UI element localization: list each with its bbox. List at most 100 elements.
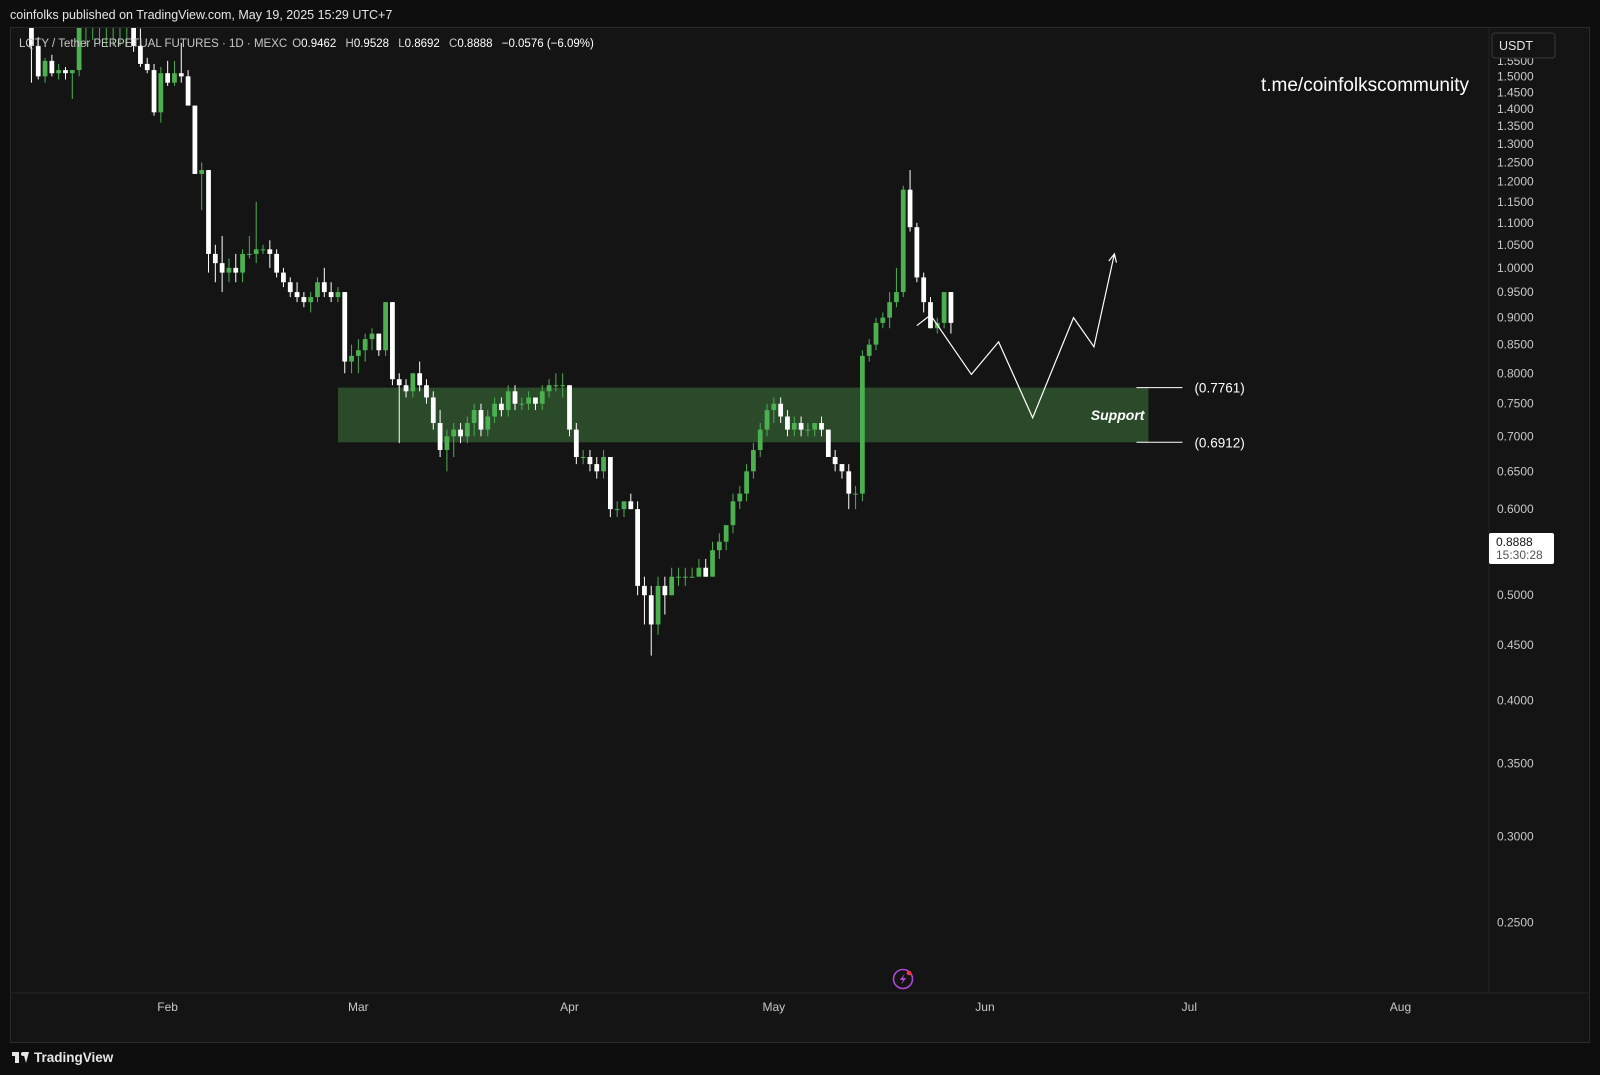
candle-body bbox=[751, 450, 756, 472]
candle bbox=[335, 287, 341, 303]
candle bbox=[165, 60, 171, 86]
chart-area[interactable]: Support(0.7761)(0.6912) 1.60001.55001.50… bbox=[10, 27, 1590, 1043]
candle bbox=[819, 416, 824, 437]
projection-arrowhead bbox=[1108, 252, 1118, 263]
candle bbox=[621, 501, 627, 518]
candle bbox=[642, 576, 647, 625]
candle-body bbox=[430, 397, 436, 424]
candle bbox=[471, 403, 477, 437]
candle bbox=[757, 423, 763, 458]
lightning-icon[interactable] bbox=[892, 968, 914, 990]
candle-body bbox=[553, 385, 559, 387]
candle bbox=[853, 486, 858, 510]
support-top-value: (0.7761) bbox=[1194, 381, 1244, 396]
support-label: Support bbox=[1091, 407, 1146, 423]
price-badge: 0.8888 15:30:28 bbox=[1489, 533, 1554, 564]
y-tick-label: 0.3500 bbox=[1497, 757, 1534, 771]
candle-body bbox=[655, 585, 661, 625]
candle bbox=[505, 385, 511, 417]
candle bbox=[383, 302, 388, 356]
candle-body bbox=[764, 410, 770, 430]
candle-body bbox=[546, 385, 552, 392]
candle-body bbox=[526, 397, 532, 404]
y-tick-label: 1.1000 bbox=[1497, 216, 1534, 230]
y-tick-label: 1.1500 bbox=[1497, 195, 1534, 209]
candle bbox=[29, 28, 34, 83]
time-axis[interactable]: Feb Mar Apr May Jun Jul Aug bbox=[157, 1000, 1411, 1014]
candle-body bbox=[812, 423, 818, 430]
candlestick-chart[interactable]: Support(0.7761)(0.6912) 1.60001.55001.50… bbox=[11, 28, 1589, 1042]
candle bbox=[172, 60, 177, 86]
candle-body bbox=[253, 249, 259, 254]
candle-body bbox=[669, 576, 675, 596]
candle-body bbox=[505, 391, 511, 411]
candle bbox=[131, 28, 136, 52]
y-tick-label: 0.4000 bbox=[1497, 694, 1534, 708]
candle bbox=[614, 501, 620, 518]
x-tick-label: Jun bbox=[975, 1000, 994, 1014]
watermark-link: t.me/coinfolkscommunity bbox=[1261, 75, 1470, 96]
candle bbox=[42, 57, 48, 83]
candle bbox=[281, 267, 286, 288]
x-tick-label: May bbox=[763, 1000, 786, 1014]
candle-body bbox=[601, 457, 606, 472]
candle-body bbox=[308, 297, 314, 303]
candle-body bbox=[56, 70, 62, 74]
candle-body bbox=[63, 70, 68, 74]
candle bbox=[206, 170, 211, 273]
candle bbox=[648, 585, 654, 656]
y-tick-label: 0.5000 bbox=[1497, 588, 1534, 602]
candle-body bbox=[219, 263, 225, 273]
candle bbox=[546, 379, 552, 398]
candle-body bbox=[492, 403, 497, 417]
candle bbox=[99, 28, 101, 46]
candle-body bbox=[396, 379, 402, 386]
candle bbox=[294, 282, 300, 303]
candle-body bbox=[587, 457, 593, 465]
candle bbox=[321, 267, 327, 298]
price-axis[interactable]: 1.60001.55001.50001.45001.40001.35001.30… bbox=[1497, 39, 1534, 930]
candle-body bbox=[791, 423, 797, 430]
candle bbox=[63, 66, 68, 80]
candle bbox=[274, 249, 280, 278]
y-tick-label: 0.8500 bbox=[1497, 338, 1534, 352]
y-tick-label: 0.7000 bbox=[1497, 429, 1534, 443]
close-value: 0.8888 bbox=[457, 38, 492, 50]
candle bbox=[628, 493, 634, 510]
candle bbox=[846, 464, 852, 510]
candle-body bbox=[76, 28, 82, 71]
y-tick-label: 0.7500 bbox=[1497, 397, 1534, 411]
tradingview-logo[interactable]: TradingView bbox=[12, 1050, 113, 1065]
candle-body bbox=[771, 403, 777, 411]
y-tick-label: 1.3000 bbox=[1497, 137, 1534, 151]
candle-body bbox=[628, 501, 634, 510]
candle-body bbox=[716, 541, 722, 551]
candle-body bbox=[383, 302, 388, 351]
tradingview-logo-icon bbox=[12, 1052, 29, 1063]
candle-body bbox=[471, 410, 477, 424]
candle-body bbox=[499, 403, 504, 411]
candle-body bbox=[573, 429, 579, 458]
candle-body bbox=[921, 277, 927, 303]
candle bbox=[832, 450, 838, 472]
candle-body bbox=[894, 292, 899, 303]
candle-body bbox=[335, 292, 341, 298]
candle bbox=[267, 240, 273, 268]
publisher-bar: coinfolks published on TradingView.com, … bbox=[0, 0, 1600, 27]
candle bbox=[873, 317, 879, 351]
candle bbox=[308, 292, 314, 313]
candle bbox=[812, 423, 818, 437]
y-tick-label: 0.4500 bbox=[1497, 638, 1534, 652]
candle-body bbox=[29, 28, 34, 46]
high-value: 0.9528 bbox=[354, 38, 389, 50]
currency-button[interactable]: USDT bbox=[1491, 32, 1556, 59]
candle bbox=[900, 185, 906, 298]
candle bbox=[887, 292, 893, 329]
candle bbox=[710, 541, 715, 577]
candle bbox=[880, 312, 886, 329]
candle-body bbox=[464, 423, 470, 437]
candle bbox=[676, 567, 681, 586]
candle-body bbox=[226, 267, 232, 273]
candle bbox=[791, 416, 797, 437]
candle-body bbox=[328, 292, 334, 298]
